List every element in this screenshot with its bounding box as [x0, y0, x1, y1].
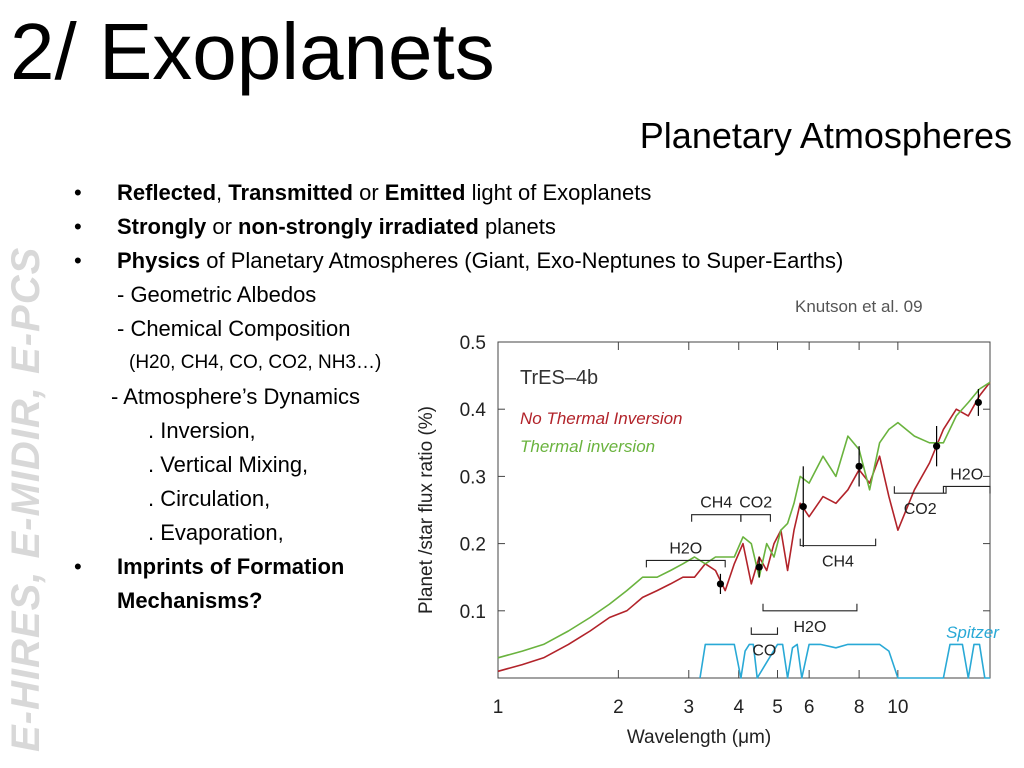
data-point: [755, 563, 763, 571]
chart-title: TrES–4b: [520, 367, 598, 389]
x-tick-label: 4: [733, 697, 744, 718]
sub-item: (H20, CH4, CO, CO2, NH3…): [129, 352, 382, 373]
molecule-label: H2O: [669, 540, 702, 557]
slide-subtitle: Planetary Atmospheres: [639, 115, 1012, 156]
bullet-item: • Reflected, Transmitted or Emitted light…: [74, 176, 651, 210]
bullet-bold: Strongly: [117, 214, 207, 239]
data-point: [974, 398, 982, 407]
bullet-bold: Emitted: [384, 180, 466, 205]
annotation-spitzer: Spitzer: [946, 623, 1000, 642]
x-tick-label: 10: [887, 697, 908, 718]
side-vertical-label: E-HIRES, E-MIDIR, E-PCS: [4, 246, 48, 752]
bullet-item: • Physics of Planetary Atmospheres (Giant…: [74, 244, 843, 278]
bullet-marker: •: [74, 554, 82, 579]
sub-item: - Chemical Composition: [117, 316, 351, 341]
bullet-bold: Mechanisms?: [117, 588, 263, 613]
annotation-no-thermal-inversion: No Thermal Inversion: [520, 409, 683, 428]
bullet-item: • Strongly or non-strongly irradiated pla…: [74, 210, 556, 244]
spectrum-chart: 0.1 0.2 0.3 0.4 0.5 1 2 3 4 5 6 8 10 Wavelength (μm) P…: [416, 333, 1000, 748]
series-line-spitzer: [699, 643, 990, 679]
molecule-label: CO2: [739, 495, 772, 512]
molecule-band-bracket: [893, 486, 947, 494]
molecule-band-bracket: [691, 514, 742, 522]
data-point: [799, 503, 807, 511]
data-point: [933, 442, 941, 450]
bullet-text: ,: [216, 180, 229, 205]
bullet-text: or: [352, 180, 385, 205]
y-axis-title: Planet /star flux ratio (%): [416, 406, 437, 614]
sub-item: . Evaporation,: [148, 520, 284, 545]
molecule-band-bracket: [799, 538, 877, 547]
molecule-band-bracket: [750, 627, 779, 635]
y-tick-label: 0.3: [460, 467, 486, 488]
x-axis-title: Wavelength (μm): [627, 727, 771, 748]
molecule-band-bracket: [942, 485, 991, 494]
bullet-item: • Imprints of Formation: [74, 550, 344, 584]
x-tick-label: 8: [854, 697, 865, 718]
bullet-bold: non-strongly irradiated: [238, 214, 479, 239]
bullet-bold: Physics: [117, 248, 201, 273]
sub-item: - Geometric Albedos: [117, 282, 317, 307]
annotation-thermal-inversion: Thermal inversion: [520, 437, 655, 456]
y-tick-label: 0.5: [460, 333, 486, 354]
sub-item: . Inversion,: [148, 418, 256, 443]
molecule-band-bracket: [740, 514, 771, 522]
bullet-bold: Transmitted: [228, 180, 353, 205]
molecule-band-bracket: [762, 603, 858, 612]
molecule-label: CO: [752, 642, 776, 659]
series-line-thermal-inversion: [497, 381, 991, 659]
bullet-marker: •: [74, 214, 82, 239]
slide-title: 2/ Exoplanets: [10, 7, 495, 96]
bullet-text: or: [206, 214, 239, 239]
bullet-bold: Imprints of Formation: [117, 554, 345, 579]
x-tick-label: 5: [772, 697, 783, 718]
x-tick-label: 3: [683, 697, 694, 718]
y-tick-label: 0.2: [460, 535, 486, 556]
molecule-label: CH4: [700, 495, 732, 512]
y-tick-label: 0.4: [460, 400, 487, 421]
sub-item: . Circulation,: [148, 486, 271, 511]
bullet-marker: •: [74, 248, 82, 273]
molecule-band-bracket: [645, 559, 726, 568]
bullet-marker: •: [74, 180, 82, 205]
bullet-text: planets: [478, 214, 556, 239]
bullet-text: light of Exoplanets: [465, 180, 652, 205]
x-tick-label: 2: [613, 697, 624, 718]
x-tick-label: 1: [493, 697, 504, 718]
data-point: [716, 580, 725, 588]
molecule-label: H2O: [950, 466, 983, 483]
bullet-text: of Planetary Atmospheres (Giant, Exo-Nep…: [200, 248, 844, 273]
data-point: [855, 462, 863, 470]
x-tick-label: 6: [804, 697, 815, 718]
bullet-bold: Reflected: [117, 180, 217, 205]
series-line-no-thermal-inversion: [497, 381, 991, 673]
sub-item: - Atmosphere’s Dynamics: [111, 384, 361, 409]
molecule-label: CO2: [904, 501, 937, 518]
plot-frame: [497, 341, 991, 679]
figure-credit: Knutson et al. 09: [795, 297, 923, 316]
y-tick-label: 0.1: [460, 602, 486, 623]
sub-item: . Vertical Mixing,: [148, 452, 309, 477]
molecule-label: CH4: [822, 554, 854, 571]
molecule-label: H2O: [794, 619, 827, 636]
